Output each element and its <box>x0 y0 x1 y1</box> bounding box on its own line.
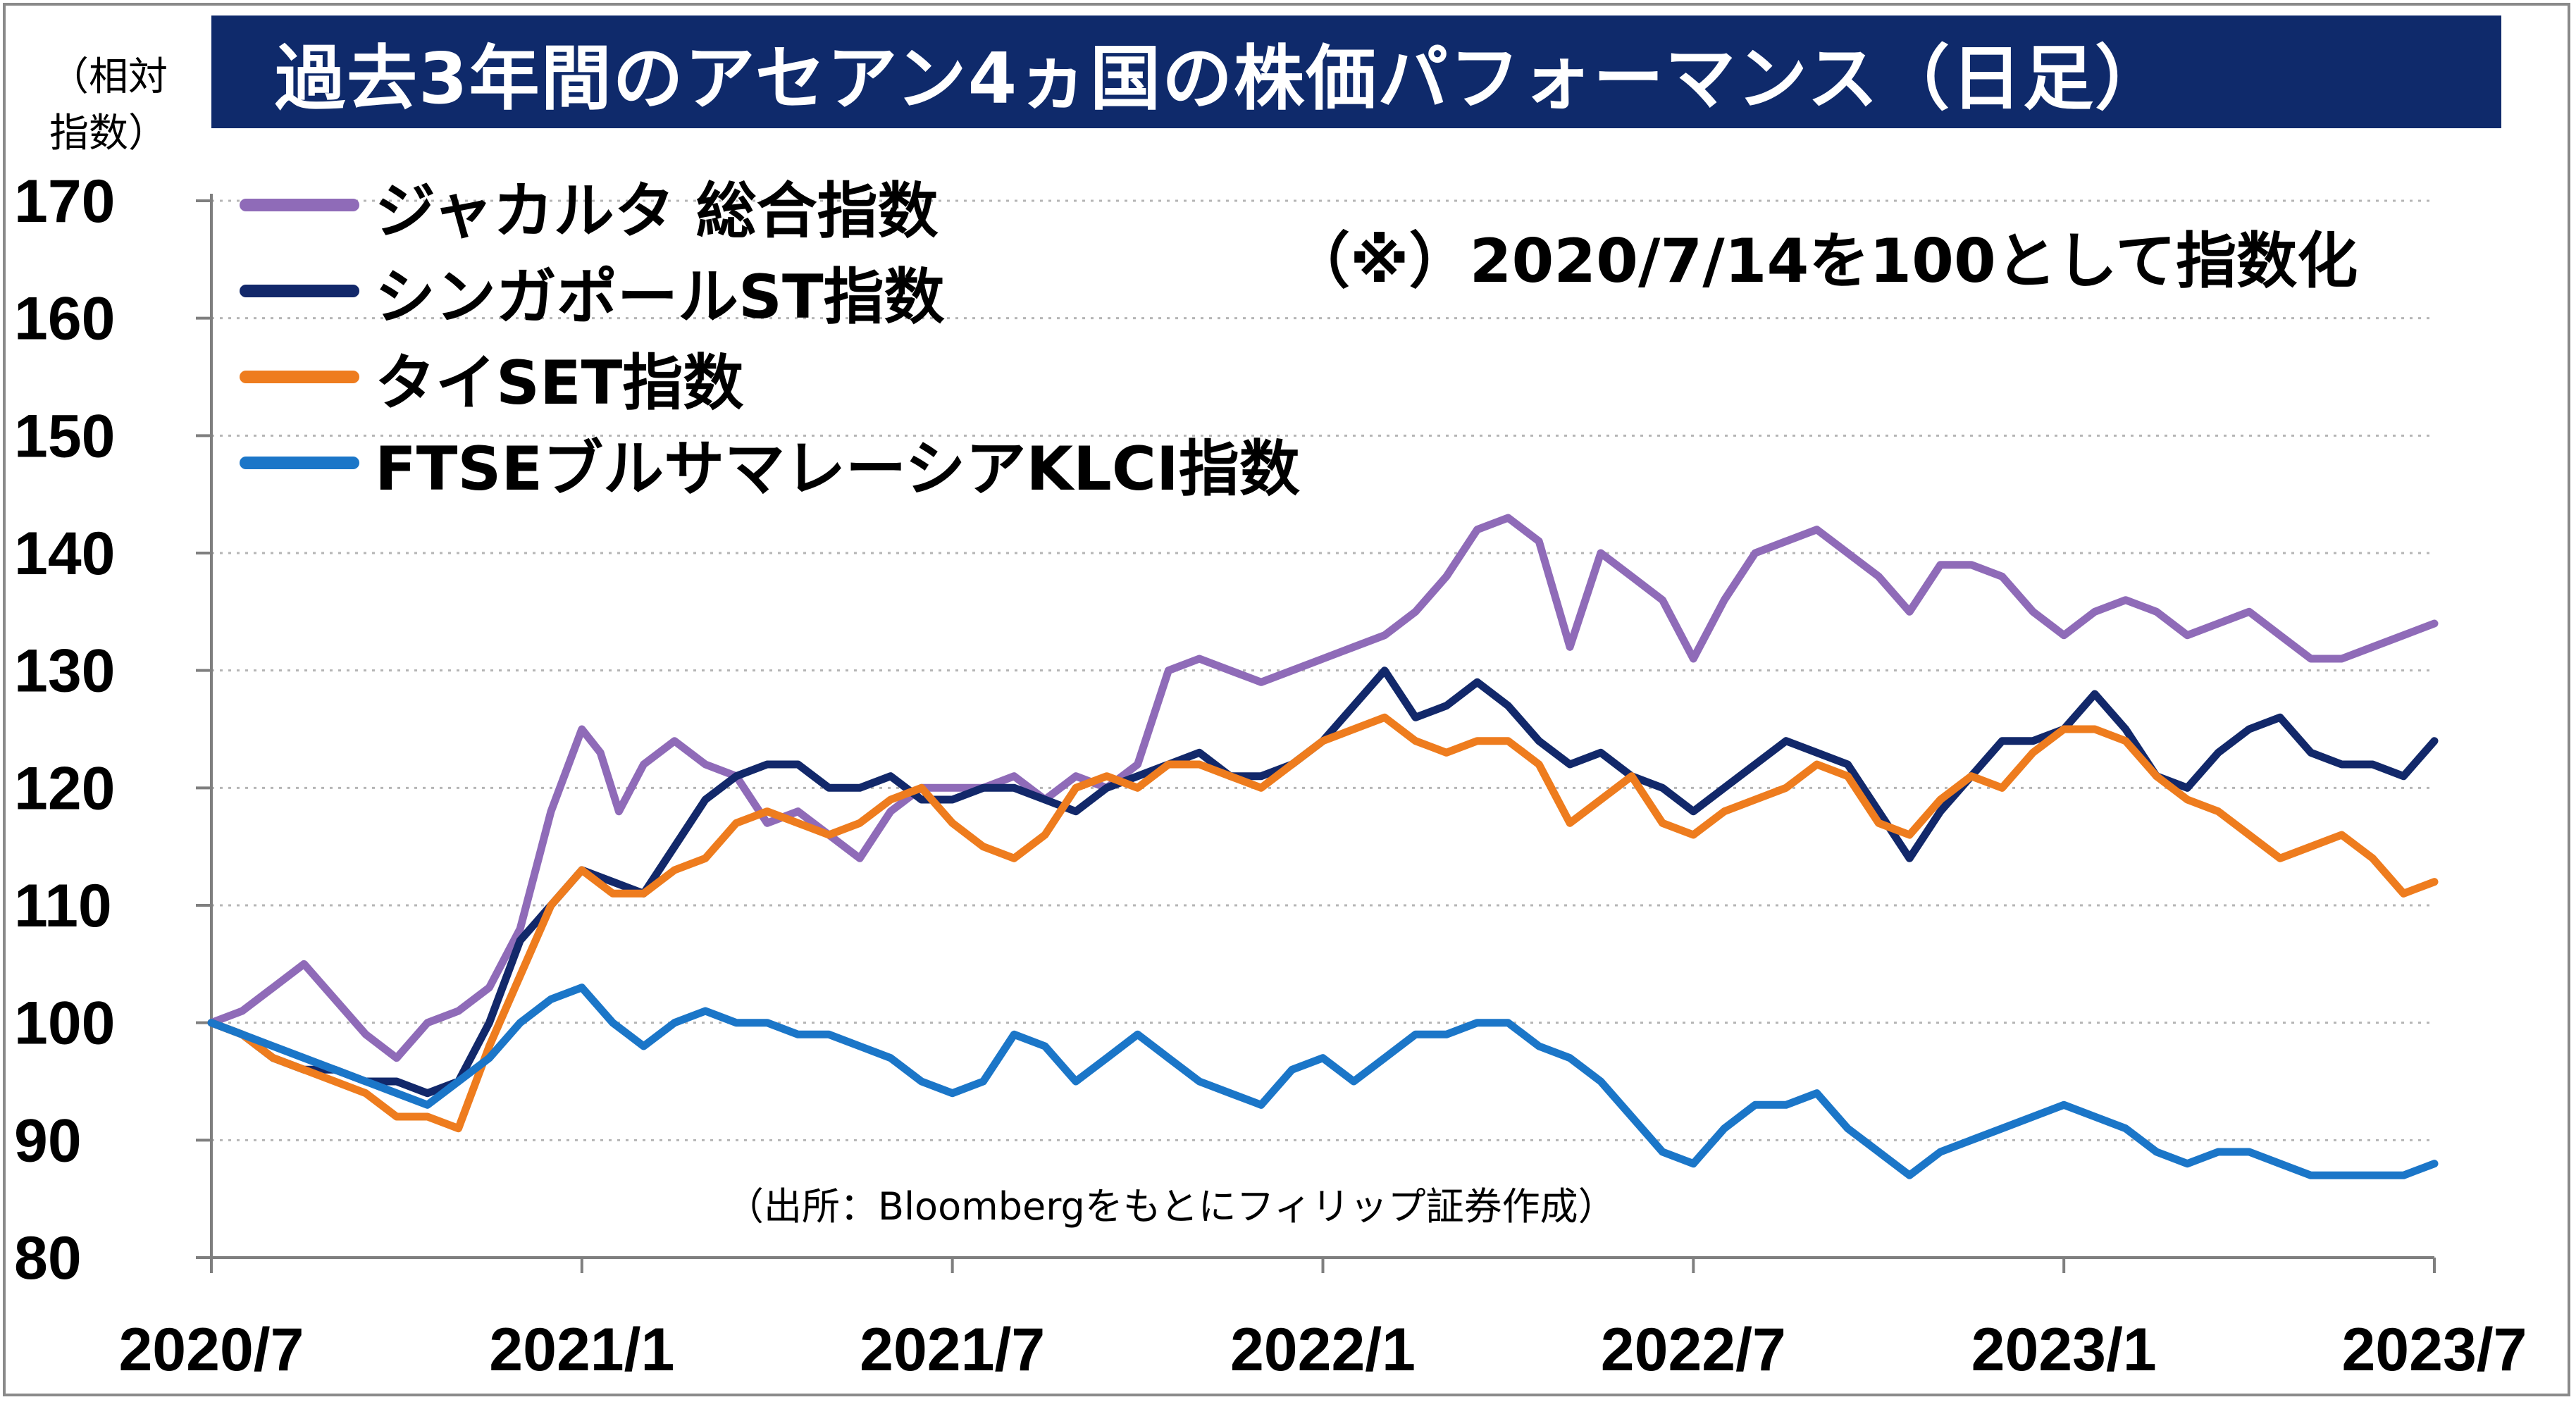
y-tick-label: 150 <box>14 402 116 470</box>
x-tick-label: 2021/7 <box>860 1316 1045 1384</box>
legend-item-thailand: タイSET指数 <box>240 334 1300 420</box>
legend-swatch-singapore <box>240 285 359 297</box>
y-tick-label: 90 <box>14 1107 82 1174</box>
legend-swatch-jakarta <box>240 199 359 211</box>
y-axis-unit-line-2: 指数） <box>49 111 168 156</box>
legend-label-jakarta: ジャカルタ 総合指数 <box>375 175 939 247</box>
legend-label-singapore: シンガポールST指数 <box>375 261 945 333</box>
source-note: （出所：Bloombergをもとにフィリップ証券作成） <box>726 1184 1616 1229</box>
series-line-0 <box>207 514 2439 1062</box>
y-tick-label: 140 <box>14 520 116 588</box>
y-tick-label: 100 <box>14 990 116 1057</box>
x-tick-label: 2022/1 <box>1230 1316 1416 1384</box>
y-tick-label: 130 <box>14 638 116 705</box>
y-tick-label: 160 <box>14 285 116 353</box>
series-line-3 <box>207 984 2439 1179</box>
legend-label-thailand: タイSET指数 <box>375 347 744 418</box>
series-lines <box>207 514 2439 1179</box>
y-tick-label: 110 <box>14 872 112 940</box>
x-tick-label: 2023/1 <box>1971 1316 2157 1384</box>
x-tick-labels: 2020/7 2021/1 2021/7 2022/1 2022/7 2023/1 2023… <box>118 1316 2527 1384</box>
legend-swatch-thailand <box>240 371 359 383</box>
legend-item-malaysia: FTSEブルサマレーシアKLCI指数 <box>240 420 1300 506</box>
index-base-note: （※）2020/7/14を100として指数化 <box>1289 226 2358 297</box>
x-tick-label: 2022/7 <box>1601 1316 1786 1384</box>
y-axis-unit-line-1: （相対 <box>49 54 168 100</box>
y-axis-unit-label: （相対 指数） <box>49 49 190 162</box>
x-tick-label: 2020/7 <box>118 1316 304 1384</box>
legend-swatch-malaysia <box>240 457 359 469</box>
x-tick-label: 2021/1 <box>489 1316 674 1384</box>
y-tick-labels: 80 90 100 110 120 130 140 150 160 170 <box>14 168 116 1292</box>
series-line-2 <box>207 713 2439 1133</box>
legend-item-jakarta: ジャカルタ 総合指数 <box>240 162 1300 248</box>
y-tick-label: 170 <box>14 168 116 235</box>
chart-title: 過去3年間のアセアン4ヵ国の株価パフォーマンス（日足） <box>211 15 2501 128</box>
legend: ジャカルタ 総合指数 シンガポールST指数 タイSET指数 FTSEブルサマレー… <box>240 162 1300 506</box>
y-tick-label: 80 <box>14 1224 82 1292</box>
legend-label-malaysia: FTSEブルサマレーシアKLCI指数 <box>375 433 1300 504</box>
x-tick-label: 2023/7 <box>2341 1316 2527 1384</box>
y-tick-label: 120 <box>14 755 116 822</box>
legend-item-singapore: シンガポールST指数 <box>240 248 1300 334</box>
axes <box>196 194 2436 1273</box>
chart-frame <box>3 3 2570 1396</box>
gridlines <box>211 199 2434 1141</box>
